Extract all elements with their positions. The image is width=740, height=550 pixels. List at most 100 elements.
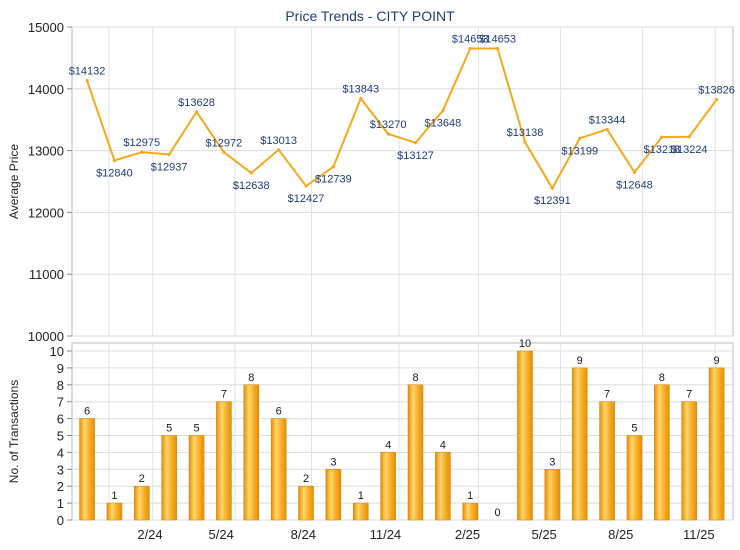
tx-bar bbox=[188, 435, 205, 521]
tx-bar bbox=[462, 502, 479, 521]
price-point bbox=[632, 170, 637, 174]
tx-bar bbox=[270, 418, 287, 521]
price-data-label: $13628 bbox=[178, 97, 215, 109]
x-tick-label: 2/24 bbox=[137, 527, 162, 542]
tx-data-label: 0 bbox=[495, 507, 501, 519]
price-point bbox=[140, 150, 144, 154]
price-data-label: $12972 bbox=[206, 137, 243, 149]
price-data-label: $14653 bbox=[479, 33, 516, 45]
price-y-tick-label: 12000 bbox=[28, 205, 64, 220]
tx-y-tick-label: 0 bbox=[57, 513, 64, 528]
price-point bbox=[85, 79, 89, 83]
price-data-label: $12638 bbox=[233, 180, 270, 192]
price-data-label: $12391 bbox=[534, 195, 571, 207]
tx-bar bbox=[380, 452, 396, 521]
tx-y-axis-label: No. of Transactions bbox=[7, 380, 21, 483]
price-point bbox=[249, 171, 253, 175]
price-point bbox=[386, 132, 390, 136]
tx-bar bbox=[626, 435, 643, 521]
tx-bar bbox=[544, 468, 561, 521]
tx-bar bbox=[106, 502, 123, 521]
price-y-tick-label: 11000 bbox=[29, 267, 64, 282]
tx-y-tick-label: 3 bbox=[57, 462, 64, 477]
tx-y-tick-label: 8 bbox=[57, 378, 64, 393]
price-point bbox=[359, 96, 363, 101]
price-data-label: $13127 bbox=[397, 150, 434, 162]
tx-bar bbox=[571, 367, 588, 521]
tx-data-label: 5 bbox=[166, 423, 172, 435]
tx-data-label: 9 bbox=[714, 355, 720, 367]
price-point bbox=[714, 97, 719, 102]
tx-data-label: 3 bbox=[549, 456, 555, 468]
tx-bar bbox=[681, 401, 698, 521]
price-data-label: $12648 bbox=[616, 179, 653, 191]
tx-data-label: 1 bbox=[467, 490, 473, 502]
tx-data-label: 1 bbox=[111, 490, 117, 502]
tx-bar bbox=[708, 367, 725, 521]
price-data-label: $13648 bbox=[425, 118, 462, 130]
price-data-label: $13218 bbox=[643, 144, 680, 156]
price-point bbox=[222, 150, 226, 154]
tx-data-label: 7 bbox=[221, 389, 227, 401]
price-point bbox=[468, 46, 472, 51]
price-point bbox=[496, 46, 500, 51]
price-data-label: $13270 bbox=[370, 119, 407, 131]
tx-bar bbox=[161, 435, 177, 521]
tx-y-tick-label: 7 bbox=[57, 395, 64, 410]
tx-y-tick-label: 4 bbox=[57, 445, 64, 460]
x-tick-label: 5/25 bbox=[531, 527, 556, 542]
tx-data-label: 9 bbox=[577, 355, 583, 367]
tx-data-label: 6 bbox=[84, 406, 90, 418]
tx-data-label: 8 bbox=[412, 372, 418, 384]
price-series-line bbox=[86, 47, 718, 191]
price-point bbox=[441, 108, 445, 113]
tx-y-tick-label: 1 bbox=[57, 496, 64, 511]
price-data-label: $14653 bbox=[452, 33, 489, 45]
tx-data-label: 10 bbox=[519, 338, 531, 350]
price-data-label: $13013 bbox=[260, 135, 297, 147]
price-data-label: $12975 bbox=[123, 137, 160, 149]
tx-data-label: 8 bbox=[248, 372, 254, 384]
tx-data-label: 2 bbox=[303, 473, 309, 485]
tx-bar bbox=[352, 502, 369, 521]
tx-y-tick-label: 6 bbox=[57, 412, 64, 427]
price-data-label: $12840 bbox=[96, 167, 133, 179]
tx-data-label: 7 bbox=[686, 389, 692, 401]
tx-bar bbox=[243, 384, 260, 521]
tx-y-tick-label: 9 bbox=[57, 361, 64, 376]
tx-data-label: 3 bbox=[330, 456, 336, 468]
price-data-label: $13199 bbox=[561, 145, 598, 157]
price-y-tick-label: 14000 bbox=[28, 82, 64, 97]
price-point bbox=[194, 110, 199, 114]
tx-y-tick-label: 5 bbox=[57, 429, 64, 444]
price-chart-title: Price Trends - CITY POINT bbox=[285, 8, 455, 24]
price-point bbox=[112, 158, 117, 163]
x-tick-label: 8/25 bbox=[608, 527, 633, 542]
price-y-tick-label: 15000 bbox=[28, 20, 64, 35]
price-point bbox=[277, 148, 281, 152]
price-point bbox=[167, 152, 171, 157]
price-data-label: $13843 bbox=[342, 84, 379, 96]
price-point bbox=[413, 141, 418, 145]
price-plot-area bbox=[71, 26, 734, 337]
price-point bbox=[605, 127, 609, 131]
tx-y-tick-label: 10 bbox=[50, 344, 64, 359]
tx-data-label: 8 bbox=[659, 372, 665, 384]
price-data-label: $12739 bbox=[315, 174, 352, 186]
tx-data-label: 7 bbox=[604, 389, 610, 401]
price-data-label: $14132 bbox=[69, 66, 106, 78]
x-tick-label: 5/24 bbox=[209, 527, 234, 542]
tx-data-label: 4 bbox=[385, 439, 391, 451]
tx-bar bbox=[435, 452, 451, 521]
tx-bar bbox=[133, 485, 150, 521]
tx-bar bbox=[654, 384, 670, 521]
price-data-label: $13224 bbox=[671, 144, 708, 156]
price-data-label: $12937 bbox=[151, 161, 188, 173]
price-y-axis-label: Average Price bbox=[7, 144, 21, 219]
tx-bar bbox=[79, 418, 95, 521]
price-point bbox=[523, 140, 527, 144]
x-tick-label: 8/24 bbox=[291, 527, 316, 542]
price-data-label: $13138 bbox=[507, 127, 544, 139]
